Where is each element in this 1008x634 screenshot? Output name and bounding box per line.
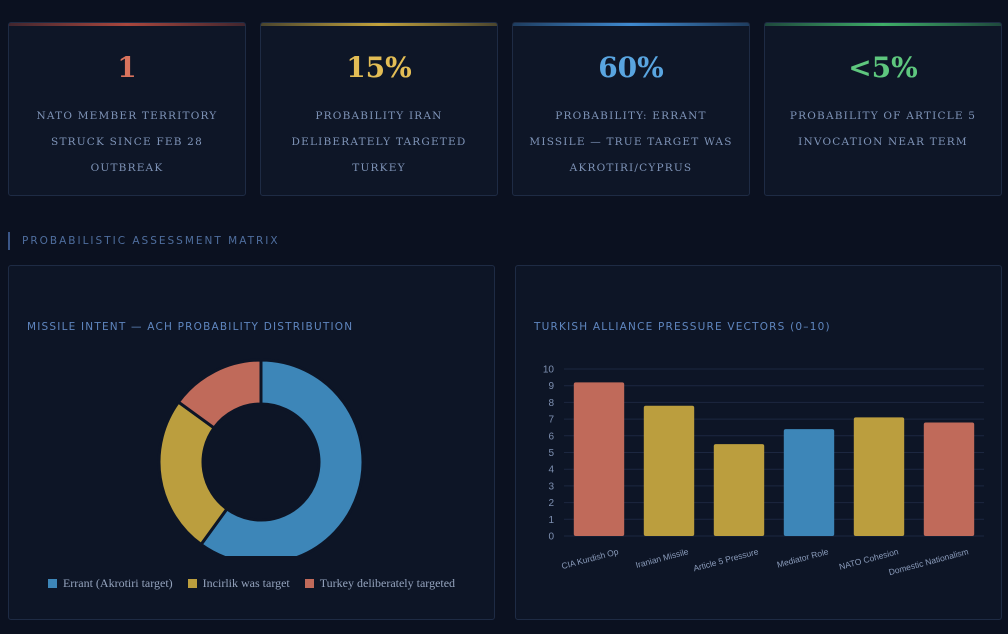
kpi-card-errant-missile: 60% Probability: errant missile — true t… xyxy=(512,22,750,196)
panel-title: TURKISH ALLIANCE PRESSURE VECTORS (0–10) xyxy=(534,321,831,333)
y-tick-label: 5 xyxy=(548,448,554,459)
kpi-label: Probability of Article 5 invocation near… xyxy=(789,110,977,148)
kpi-card-territory-struck: 1 NATO member territory struck since Feb… xyxy=(8,22,246,196)
panel-title: MISSILE INTENT — ACH PROBABILITY DISTRIB… xyxy=(27,321,354,333)
legend-item-incirlik[interactable]: Incirlik was target xyxy=(187,576,290,591)
y-tick-label: 6 xyxy=(548,431,554,442)
kpi-label: NATO member territory struck since Feb 2… xyxy=(36,110,218,174)
legend-swatch xyxy=(187,579,197,588)
kpi-accent-bar xyxy=(261,23,497,26)
legend-item-errant[interactable]: Errant (Akrotiri target) xyxy=(47,576,173,591)
legend-label: Turkey deliberately targeted xyxy=(319,576,456,590)
donut-panel: MISSILE INTENT — ACH PROBABILITY DISTRIB… xyxy=(8,265,495,620)
donut-chart xyxy=(157,358,365,556)
kpi-accent-bar xyxy=(513,23,749,26)
bar-panel: TURKISH ALLIANCE PRESSURE VECTORS (0–10)… xyxy=(515,265,1002,620)
y-tick-label: 1 xyxy=(548,515,554,526)
y-tick-label: 10 xyxy=(543,365,555,376)
x-tick-label: Iranian Missile xyxy=(634,546,689,570)
x-tick-label: Article 5 Pressure xyxy=(692,546,760,573)
x-tick-label: Mediator Role xyxy=(776,546,830,569)
bar-5 xyxy=(923,422,975,536)
bar-1 xyxy=(643,405,695,536)
section-title: PROBABILISTIC ASSESSMENT MATRIX xyxy=(8,232,280,250)
x-tick-label: Domestic Nationalism xyxy=(888,546,970,577)
legend-swatch xyxy=(304,579,314,588)
legend-item-turkey[interactable]: Turkey deliberately targeted xyxy=(304,576,456,591)
y-tick-label: 2 xyxy=(548,498,554,509)
kpi-value: 60% xyxy=(598,51,664,84)
donut-slice-1 xyxy=(157,399,230,547)
y-tick-label: 4 xyxy=(548,465,554,476)
kpi-card-article-5: <5% Probability of Article 5 invocation … xyxy=(764,22,1002,196)
bar-3 xyxy=(783,429,835,536)
kpi-card-iran-deliberate: 15% Probability Iran deliberately target… xyxy=(260,22,498,196)
donut-slice-0 xyxy=(198,358,365,556)
donut-slice-2 xyxy=(176,358,263,431)
bar-0 xyxy=(573,382,625,536)
legend-swatch xyxy=(47,579,57,588)
kpi-label: Probability: errant missile — true targe… xyxy=(529,110,733,174)
kpi-accent-bar xyxy=(9,23,245,26)
kpi-value: 15% xyxy=(346,51,412,84)
kpi-value: 1 xyxy=(117,51,137,84)
chart-legend: Errant (Akrotiri target) Incirlik was ta… xyxy=(9,576,494,591)
bar-chart: 0 1 2 3 4 5 6 7 8 9 10 CIA Kurdish Op Iranian Missil… xyxy=(543,365,984,577)
kpi-accent-bar xyxy=(765,23,1001,26)
bar-2 xyxy=(713,444,765,536)
y-tick-label: 7 xyxy=(548,415,554,426)
kpi-label: Probability Iran deliberately targeted T… xyxy=(291,110,467,174)
legend-label: Incirlik was target xyxy=(202,576,290,590)
kpi-value: <5% xyxy=(848,51,918,84)
bar-4 xyxy=(853,417,905,536)
y-tick-label: 3 xyxy=(548,481,554,492)
legend-label: Errant (Akrotiri target) xyxy=(62,576,173,590)
y-tick-label: 8 xyxy=(548,398,554,409)
x-tick-label: CIA Kurdish Op xyxy=(560,546,619,571)
y-tick-label: 9 xyxy=(548,381,554,392)
y-tick-label: 0 xyxy=(548,532,554,543)
